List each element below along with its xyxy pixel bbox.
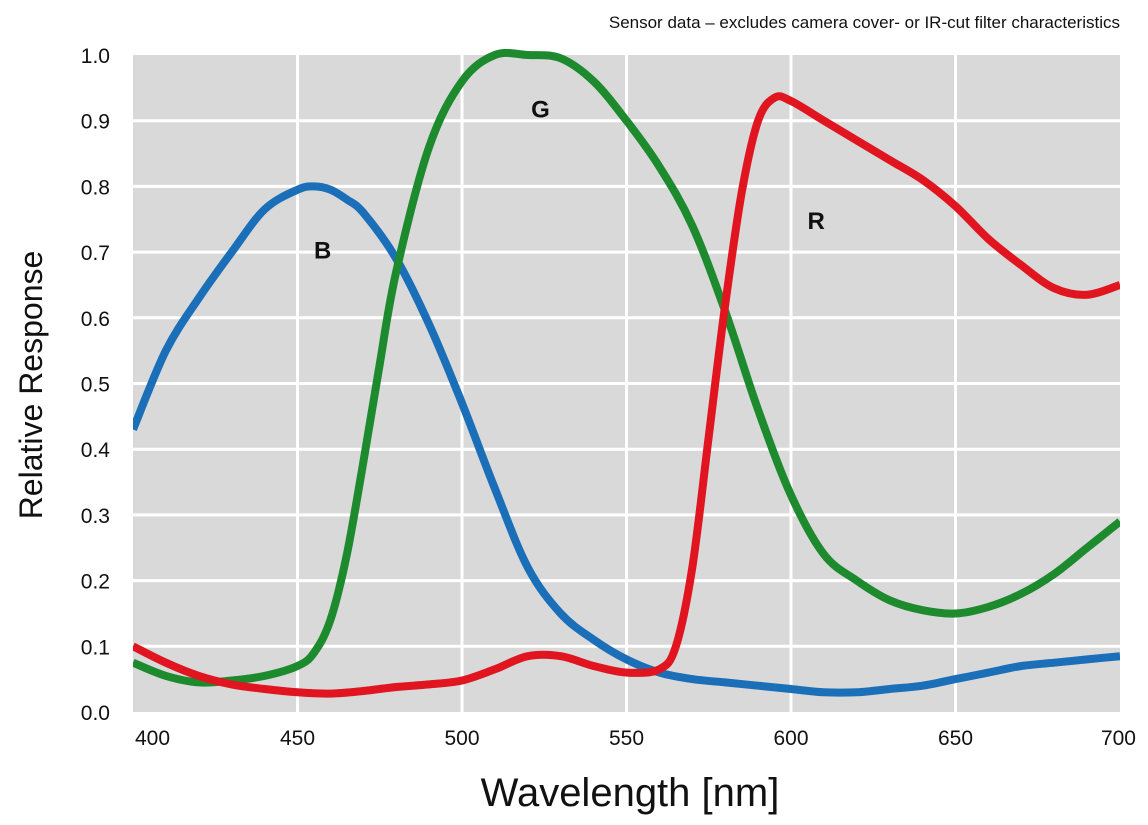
- series-line-r: [133, 92, 1120, 698]
- x-tick-label: 700: [1101, 727, 1136, 750]
- series-line-b: [133, 182, 1120, 697]
- y-tick-label: 0.9: [81, 111, 110, 134]
- y-tick-label: 0.0: [81, 702, 110, 725]
- x-tick-label: 450: [280, 727, 315, 750]
- y-tick-label: 0.1: [81, 636, 110, 659]
- y-tick-label: 0.2: [81, 571, 110, 594]
- x-tick-label: 400: [135, 727, 170, 750]
- y-tick-label: 0.4: [81, 439, 111, 462]
- series-label-r: R: [807, 208, 824, 235]
- series-line-g: [133, 49, 1120, 687]
- y-axis-ticks: 0.0 0.1 0.2 0.3 0.4 0.5 0.6 0.7 0.8 0.9 1.0: [81, 45, 111, 725]
- series-label-b: B: [314, 238, 331, 265]
- y-tick-label: 0.3: [81, 505, 110, 528]
- y-axis-title: Relative Response: [13, 251, 49, 520]
- x-axis-ticks: 400 450 500 550 600 650 700: [135, 727, 1136, 750]
- x-axis-title: Wavelength [nm]: [481, 771, 780, 815]
- y-tick-label: 0.6: [81, 308, 110, 331]
- x-tick-label: 600: [773, 727, 808, 750]
- x-tick-label: 500: [444, 727, 479, 750]
- series-labels: B G R: [314, 96, 825, 264]
- y-tick-label: 0.5: [81, 374, 110, 397]
- x-tick-label: 550: [609, 727, 644, 750]
- y-tick-label: 0.8: [81, 176, 110, 199]
- chart-note: Sensor data – excludes camera cover- or …: [609, 13, 1120, 32]
- y-tick-label: 1.0: [81, 45, 110, 68]
- series-lines: [133, 49, 1120, 698]
- y-tick-label: 0.7: [81, 242, 110, 265]
- series-label-g: G: [531, 96, 550, 123]
- x-tick-label: 650: [938, 727, 973, 750]
